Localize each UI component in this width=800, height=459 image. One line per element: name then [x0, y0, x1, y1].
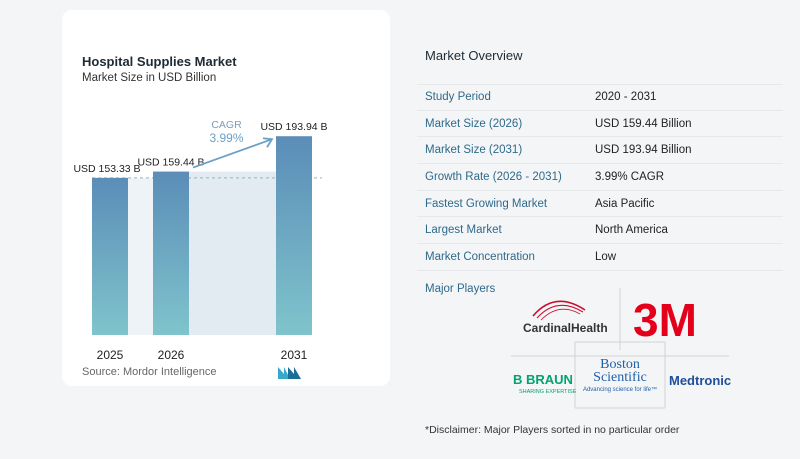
row-value: Asia Pacific: [595, 197, 655, 210]
cardinal-health-text: CardinalHealth: [523, 321, 608, 335]
row-value: USD 159.44 Billion: [595, 117, 692, 130]
chart-subtitle: Market Size in USD Billion: [82, 72, 217, 84]
cagr-arrow: [192, 137, 274, 169]
row-value: North America: [595, 224, 668, 237]
bar-chart: USD 153.33 B 2025 USD 159.44 B 2026 USD 193.…: [73, 119, 327, 362]
row-value: USD 193.94 Billion: [595, 144, 692, 157]
row-value: 3.99% CAGR: [595, 170, 665, 183]
three-m-logo: 3M: [633, 294, 697, 346]
cardinal-health-logo: CardinalHealth: [523, 300, 608, 335]
overview-row: Growth Rate (2026 - 2031) 3.99% CAGR: [417, 164, 783, 191]
x-tick-2025: 2025: [97, 348, 124, 362]
boston-scientific-logo: Boston Scientific Advancing science for …: [583, 357, 657, 393]
b-braun-logo: B BRAUN SHARING EXPERTISE: [513, 372, 577, 395]
gap-shade-region: [128, 177, 153, 335]
row-value: Low: [595, 250, 617, 263]
cagr-shade-region: [189, 171, 276, 335]
x-tick-2026: 2026: [158, 348, 185, 362]
overview-title: Market Overview: [425, 48, 523, 63]
boston-text-2: Scientific: [593, 370, 647, 385]
data-label-2026: USD 159.44 B: [137, 157, 204, 169]
x-tick-2031: 2031: [281, 348, 308, 362]
disclaimer-text: *Disclaimer: Major Players sorted in no …: [425, 424, 680, 436]
major-players-label: Major Players: [425, 283, 496, 295]
row-label: Market Size (2031): [425, 144, 523, 157]
chart-title: Hospital Supplies Market: [82, 54, 237, 69]
row-label: Fastest Growing Market: [425, 197, 548, 210]
overview-row: Study Period 2020 - 2031: [417, 84, 783, 111]
row-label: Growth Rate (2026 - 2031): [425, 170, 562, 183]
mordor-intelligence-logo: [278, 367, 301, 379]
row-label: Market Concentration: [425, 250, 535, 263]
bar-2026: [153, 171, 189, 335]
bar-2031: [276, 136, 312, 335]
cagr-value: 3.99%: [209, 131, 243, 145]
overview-row: Fastest Growing Market Asia Pacific: [417, 191, 783, 218]
boston-text-1: Boston: [600, 357, 640, 372]
data-label-2031: USD 193.94 B: [260, 121, 327, 133]
market-overview-panel: Market Overview Study Period 2020 - 2031 …: [415, 0, 800, 459]
b-braun-tagline: SHARING EXPERTISE: [519, 389, 577, 395]
cagr-label: CAGR: [211, 119, 242, 131]
bar-2025: [92, 177, 128, 335]
chart-card: USD 153.33 B 2025 USD 159.44 B 2026 USD 193.…: [62, 10, 390, 386]
source-text: Source: Mordor Intelligence: [82, 366, 217, 378]
row-value: 2020 - 2031: [595, 91, 657, 104]
row-label: Study Period: [425, 91, 491, 104]
overview-row: Market Size (2031) USD 193.94 Billion: [417, 137, 783, 165]
boston-tagline: Advancing science for life™: [583, 386, 657, 393]
data-label-2025: USD 153.33 B: [73, 163, 140, 175]
row-label: Largest Market: [425, 224, 502, 237]
row-label: Market Size (2026): [425, 117, 523, 130]
overview-row: Market Size (2026) USD 159.44 Billion: [417, 111, 783, 138]
overview-table: Study Period 2020 - 2031 Market Size (202…: [417, 84, 783, 271]
overview-row: Market Concentration Low: [417, 244, 783, 271]
overview-row: Largest Market North America: [417, 217, 783, 245]
medtronic-logo: Medtronic: [669, 373, 731, 388]
b-braun-text: B BRAUN: [513, 372, 573, 387]
major-players-logo-grid: CardinalHealth 3M Boston Scientific Adva…: [511, 288, 731, 409]
